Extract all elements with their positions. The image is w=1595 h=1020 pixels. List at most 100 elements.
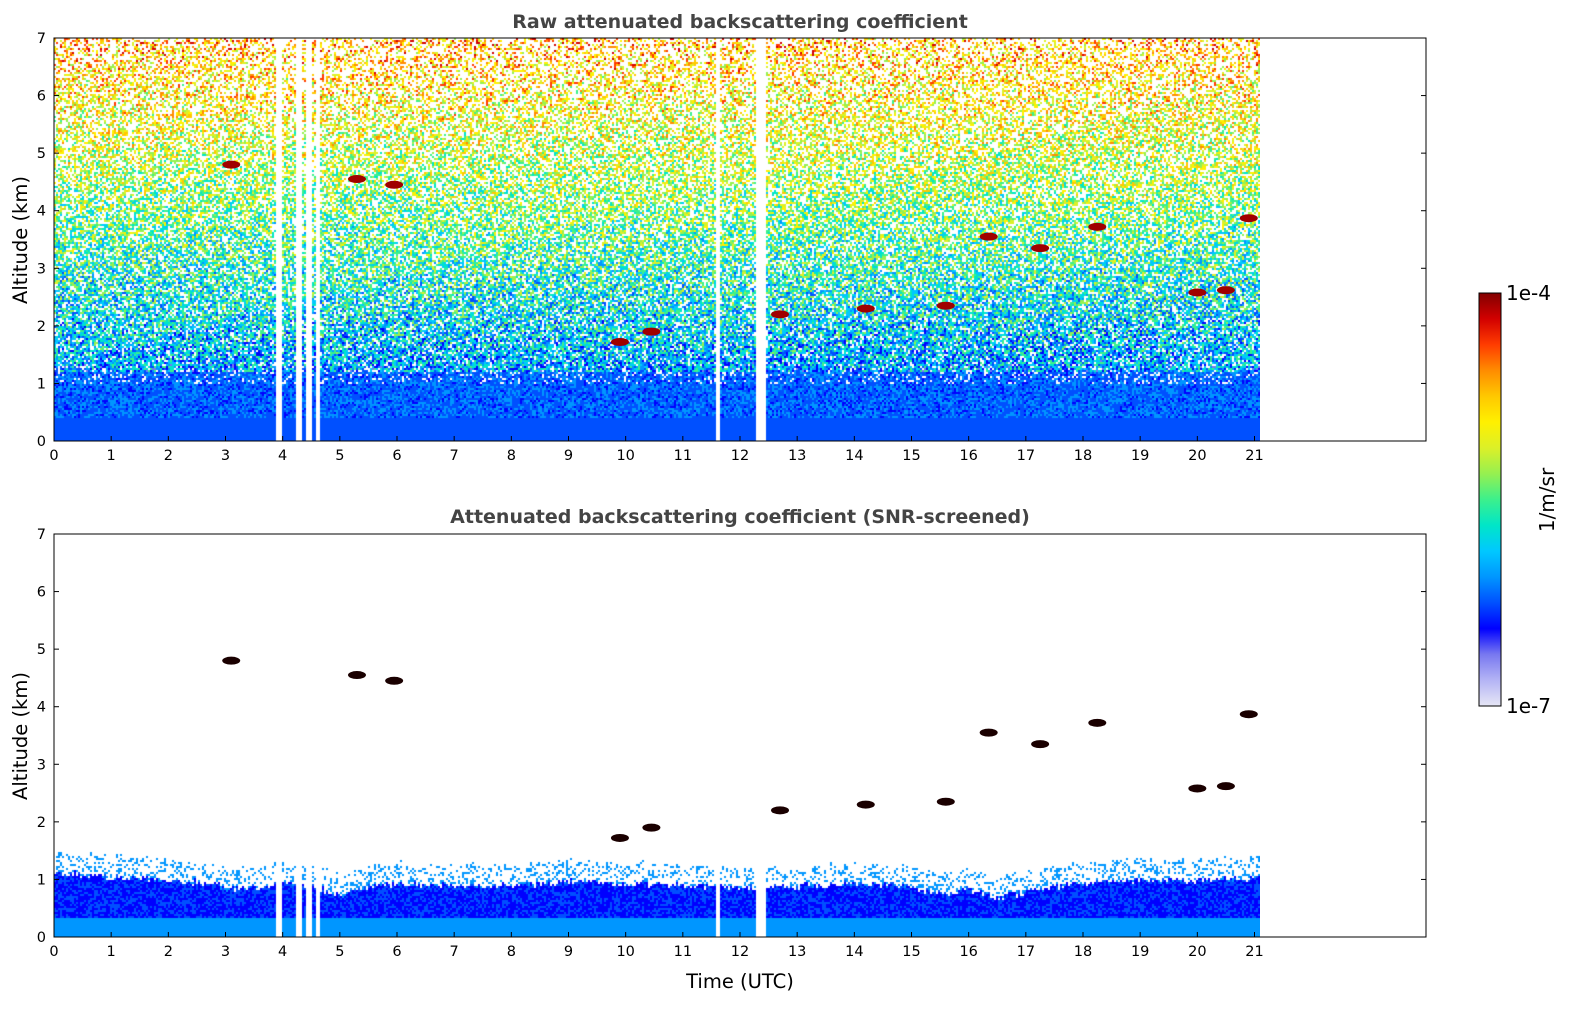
x-tick-label: 19 <box>1131 944 1149 960</box>
x-tick-label: 4 <box>278 448 287 464</box>
colorbar: 1e-4 1e-7 1/m/sr <box>1478 281 1559 718</box>
x-axis-label: Time (UTC) <box>685 970 794 993</box>
y-tick-label: 1 <box>37 872 46 888</box>
cloud-feature <box>856 800 875 809</box>
x-tick-label: 7 <box>450 944 459 960</box>
y-tick-label: 5 <box>37 642 46 658</box>
y-tick-label: 0 <box>37 930 46 946</box>
x-tick-label: 21 <box>1245 448 1263 464</box>
cloud-feature <box>936 301 955 310</box>
y-tick-label: 7 <box>37 31 46 47</box>
cloud-feature <box>1216 782 1235 791</box>
cloud-feature <box>1031 244 1050 253</box>
y-tick-label: 6 <box>37 585 46 601</box>
cloud-feature <box>385 676 404 685</box>
cloud-feature <box>1088 222 1107 231</box>
x-tick-label: 7 <box>450 448 459 464</box>
panel-title: Attenuated backscattering coefficient (S… <box>450 506 1030 528</box>
y-tick-label: 7 <box>37 527 46 543</box>
x-tick-label: 8 <box>507 448 516 464</box>
x-tick-label: 12 <box>731 944 749 960</box>
axis-ticks: 0 1 2 3 4 5 6 7 8 9 10 11 12 13 14 15 16 17 18 19 20 21012345… <box>37 527 1426 960</box>
cloud-feature <box>642 327 661 336</box>
colorbar-max-label: 1e-4 <box>1506 281 1551 305</box>
x-tick-label: 0 <box>49 944 58 960</box>
x-tick-label: 9 <box>564 944 573 960</box>
cloud-feature <box>222 656 241 665</box>
y-axis-label: Altitude (km) <box>9 672 32 800</box>
x-tick-label: 13 <box>788 448 806 464</box>
x-tick-label: 6 <box>392 448 401 464</box>
x-tick-label: 10 <box>616 944 634 960</box>
heatmap-screened <box>54 534 1260 937</box>
cloud-feature <box>1188 784 1207 793</box>
y-tick-label: 3 <box>37 757 46 773</box>
cloud-feature <box>979 728 998 737</box>
x-tick-label: 10 <box>616 448 634 464</box>
axis-ticks: 0 1 2 3 4 5 6 7 8 9 10 11 12 13 14 15 16 17 18 19 20 21012345… <box>37 31 1426 464</box>
x-tick-label: 18 <box>1074 944 1092 960</box>
x-tick-label: 20 <box>1188 448 1206 464</box>
cloud-feature <box>610 337 629 346</box>
panel-title: Raw attenuated backscattering coefficien… <box>512 11 968 33</box>
x-tick-label: 11 <box>674 448 692 464</box>
x-tick-label: 5 <box>335 448 344 464</box>
x-tick-label: 8 <box>507 944 516 960</box>
y-tick-label: 4 <box>37 204 46 220</box>
y-tick-label: 5 <box>37 146 46 162</box>
x-tick-label: 17 <box>1017 944 1035 960</box>
x-tick-label: 1 <box>107 944 116 960</box>
cloud-feature <box>222 160 241 169</box>
cloud-feature <box>347 671 366 680</box>
x-tick-label: 15 <box>902 448 920 464</box>
cloud-feature <box>1088 718 1107 727</box>
heatmap-raster <box>54 38 1260 441</box>
colorbar-gradient <box>1478 292 1502 707</box>
cloud-feature <box>1239 710 1258 719</box>
x-tick-label: 17 <box>1017 448 1035 464</box>
x-tick-label: 2 <box>164 448 173 464</box>
x-tick-label: 4 <box>278 944 287 960</box>
x-tick-label: 9 <box>564 448 573 464</box>
x-tick-label: 14 <box>845 944 863 960</box>
x-tick-label: 3 <box>221 944 230 960</box>
y-tick-label: 3 <box>37 261 46 277</box>
colorbar-min-label: 1e-7 <box>1506 694 1551 718</box>
cloud-feature <box>1188 288 1207 297</box>
y-tick-label: 6 <box>37 89 46 105</box>
x-tick-label: 21 <box>1245 944 1263 960</box>
x-tick-label: 19 <box>1131 448 1149 464</box>
y-tick-label: 0 <box>37 434 46 450</box>
x-tick-label: 6 <box>392 944 401 960</box>
panel-screened: Attenuated backscattering coefficient (S… <box>9 506 1427 993</box>
x-tick-label: 14 <box>845 448 863 464</box>
y-tick-label: 2 <box>37 815 46 831</box>
cloud-feature <box>1216 286 1235 295</box>
cloud-feature <box>771 806 790 815</box>
x-tick-label: 11 <box>674 944 692 960</box>
cloud-feature <box>642 823 661 832</box>
colorbar-unit-label: 1/m/sr <box>1535 467 1559 532</box>
y-tick-label: 2 <box>37 319 46 335</box>
x-tick-label: 13 <box>788 944 806 960</box>
heatmap-raster <box>54 534 1260 937</box>
y-tick-label: 1 <box>37 376 46 392</box>
cloud-feature <box>385 180 404 189</box>
x-tick-label: 1 <box>107 448 116 464</box>
cloud-feature <box>1031 740 1050 749</box>
y-axis-label: Altitude (km) <box>9 176 32 304</box>
cloud-feature <box>771 310 790 319</box>
x-tick-label: 2 <box>164 944 173 960</box>
x-tick-label: 18 <box>1074 448 1092 464</box>
y-tick-label: 4 <box>37 700 46 716</box>
x-tick-label: 5 <box>335 944 344 960</box>
x-tick-label: 20 <box>1188 944 1206 960</box>
cloud-feature <box>610 833 629 842</box>
cloud-feature <box>979 232 998 241</box>
x-tick-label: 0 <box>49 448 58 464</box>
cloud-feature <box>1239 214 1258 223</box>
panel-raw: Raw attenuated backscattering coefficien… <box>9 11 1427 464</box>
cloud-feature <box>347 175 366 184</box>
cloud-feature <box>936 797 955 806</box>
